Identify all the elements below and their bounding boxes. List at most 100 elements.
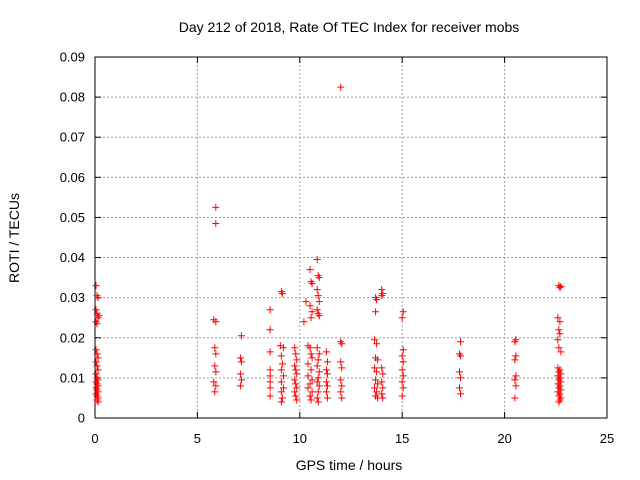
data-point xyxy=(292,392,300,400)
data-point xyxy=(306,380,314,388)
data-point xyxy=(315,350,323,358)
data-point xyxy=(210,378,218,386)
data-point xyxy=(372,308,380,316)
data-point xyxy=(306,266,314,274)
data-point xyxy=(266,372,274,380)
data-point xyxy=(94,398,102,406)
data-point xyxy=(94,294,102,302)
data-point xyxy=(398,378,406,386)
data-point xyxy=(236,370,244,378)
data-point xyxy=(314,356,322,364)
data-point xyxy=(277,398,285,406)
y-tick-label: 0 xyxy=(78,411,85,426)
data-point xyxy=(457,338,465,346)
data-point xyxy=(277,366,285,374)
data-point xyxy=(292,366,300,374)
data-point xyxy=(237,358,245,366)
data-point xyxy=(313,344,321,352)
data-point xyxy=(304,372,312,380)
data-point xyxy=(293,370,301,378)
data-point xyxy=(266,306,274,314)
data-point xyxy=(293,396,301,404)
data-point xyxy=(278,394,286,402)
data-points xyxy=(92,83,565,406)
data-point xyxy=(378,390,386,398)
data-point xyxy=(456,384,464,392)
data-point xyxy=(307,314,315,322)
data-point xyxy=(337,388,345,396)
data-point xyxy=(314,374,322,382)
data-point xyxy=(512,382,520,390)
grid-lines xyxy=(95,57,607,418)
data-point xyxy=(291,344,299,352)
data-point xyxy=(511,394,519,402)
data-point xyxy=(315,298,323,306)
data-point xyxy=(93,362,101,370)
data-point xyxy=(306,302,314,310)
data-point xyxy=(313,378,321,386)
data-point xyxy=(371,364,379,372)
data-point xyxy=(556,318,564,326)
data-point xyxy=(315,368,323,376)
data-point xyxy=(293,384,301,392)
data-point xyxy=(279,344,287,352)
data-point xyxy=(314,388,322,396)
data-point xyxy=(322,348,330,356)
axis-ticks: 0 5 10 15 20 25 0 0.01 0.02 0.03 0.04 0.05 0.06 0.07 0… xyxy=(60,50,615,447)
data-point xyxy=(211,388,219,396)
plot-frame xyxy=(94,56,608,419)
data-point xyxy=(94,354,102,362)
data-point xyxy=(338,364,346,372)
data-point xyxy=(236,354,244,362)
data-point xyxy=(372,376,380,384)
data-point xyxy=(338,340,346,348)
y-tick-label: 0.07 xyxy=(60,130,85,145)
data-point xyxy=(279,384,287,392)
data-point xyxy=(277,388,285,396)
data-point xyxy=(399,372,407,380)
data-point xyxy=(337,83,345,91)
data-point xyxy=(291,388,299,396)
y-tick-label: 0.04 xyxy=(60,250,85,265)
data-point xyxy=(371,336,379,344)
data-point xyxy=(399,358,407,366)
data-point xyxy=(292,380,300,388)
y-tick-label: 0.03 xyxy=(60,290,85,305)
data-point xyxy=(313,286,321,294)
data-point xyxy=(315,312,323,320)
data-point xyxy=(92,282,100,290)
x-tick-label: 25 xyxy=(600,431,614,446)
data-point xyxy=(511,376,519,384)
x-axis-title: GPS time / hours xyxy=(296,457,403,473)
data-point xyxy=(315,382,323,390)
data-point xyxy=(555,326,563,334)
y-tick-label: 0.02 xyxy=(60,330,85,345)
data-point xyxy=(277,352,285,360)
data-point xyxy=(92,370,100,378)
data-point xyxy=(512,352,520,360)
data-point xyxy=(212,203,220,211)
data-point xyxy=(557,282,565,290)
data-point xyxy=(92,306,100,314)
data-point xyxy=(307,350,315,358)
data-point xyxy=(338,394,346,402)
data-point xyxy=(338,382,346,390)
data-point xyxy=(314,292,322,300)
data-point xyxy=(308,354,316,362)
data-point xyxy=(212,368,220,376)
data-point xyxy=(95,312,103,320)
data-point xyxy=(92,346,100,354)
data-point xyxy=(93,350,101,358)
data-point xyxy=(307,396,315,404)
data-point xyxy=(313,256,321,264)
data-point xyxy=(555,344,563,352)
data-point xyxy=(292,350,300,358)
y-tick-label: 0.06 xyxy=(60,170,85,185)
data-point xyxy=(378,286,386,294)
y-tick-label: 0.01 xyxy=(60,370,85,385)
data-point xyxy=(304,360,312,368)
data-point xyxy=(322,388,330,396)
data-point xyxy=(512,372,520,380)
data-point xyxy=(300,318,308,326)
